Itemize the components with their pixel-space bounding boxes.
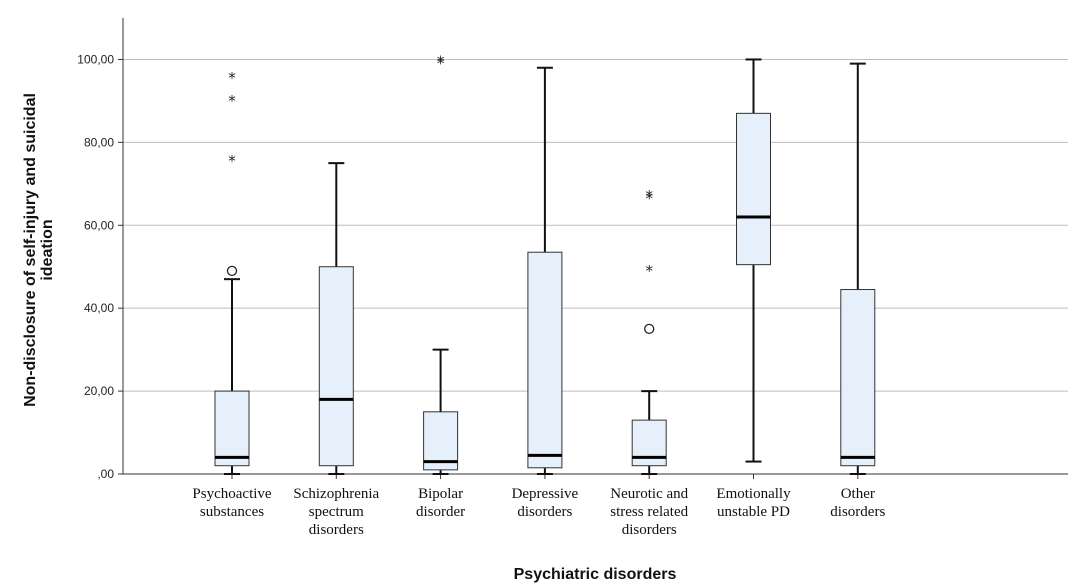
axes [118, 18, 1068, 479]
outlier-point [644, 323, 655, 335]
extreme-point: * [228, 69, 236, 87]
box-1: * * * [214, 69, 250, 475]
category-label: Neurotic and stress related disorders [610, 486, 688, 538]
box-3: ** [423, 52, 459, 475]
category-label-line: substances [200, 504, 264, 520]
category-label-line: stress related [610, 504, 688, 520]
category-label: Bipolar disorder [416, 486, 465, 520]
y-tick-label: 100,00 [77, 52, 114, 66]
category-label-line: disorder [416, 504, 465, 520]
category-label-line: disorders [830, 504, 885, 520]
category-label-line: unstable PD [717, 504, 790, 520]
gridlines [123, 58, 1068, 392]
extreme-point: * [437, 55, 445, 73]
outlier-point [226, 265, 238, 277]
y-tick-label: 40,00 [84, 301, 114, 315]
iqr-box [736, 112, 771, 266]
iqr-box [318, 266, 354, 467]
category-label: Schizophrenia spectrum disorders [293, 486, 379, 538]
category-label-line: Neurotic and [610, 486, 688, 502]
y-tick-label: ,00 [97, 467, 114, 481]
iqr-box [840, 289, 876, 467]
box-6 [736, 58, 771, 463]
y-tick-label: 20,00 [84, 384, 114, 398]
category-label-line: Emotionally [716, 486, 791, 502]
category-label-line: disorders [517, 504, 572, 520]
y-axis-title-line: ideation [39, 219, 56, 280]
box-5: *** [631, 187, 667, 475]
category-label: Emotionally unstable PD [716, 486, 791, 520]
category-label-line: Psychoactive [192, 486, 271, 502]
y-tick-label: 80,00 [84, 135, 114, 149]
extreme-point: * [645, 187, 653, 205]
extreme-point: * [645, 189, 653, 207]
category-label-line: spectrum [309, 504, 364, 520]
category-label-line: disorders [309, 522, 364, 538]
category-label: Depressive disorders [512, 486, 579, 520]
extreme-point: * [437, 52, 445, 70]
box-4 [527, 66, 563, 475]
labels: ,00 20,00 40,00 60,00 80,00 100,00 Psychoactiv… [22, 52, 885, 583]
y-axis-title-line: Non-disclosure of self-injury and suicid… [22, 93, 39, 407]
extreme-point: * [228, 152, 236, 170]
x-axis-title: Psychiatric disorders [514, 566, 677, 583]
category-label-line: Depressive [512, 486, 579, 502]
box-2 [318, 162, 354, 475]
category-label: Other disorders [830, 486, 885, 520]
category-label-line: disorders [622, 522, 677, 538]
category-label-line: Other [841, 486, 875, 502]
iqr-box [214, 390, 250, 467]
iqr-box [527, 251, 563, 469]
category-label-line: Schizophrenia [293, 486, 379, 502]
extreme-point: * [645, 262, 653, 280]
category-label-line: Bipolar [418, 486, 463, 502]
category-label: Psychoactive substances [192, 486, 271, 520]
y-tick-label: 60,00 [84, 218, 114, 232]
boxes: ******** [214, 52, 876, 475]
y-axis-title: Non-disclosure of self-injury and suicid… [22, 93, 56, 407]
box-7 [840, 62, 876, 475]
extreme-point: * [228, 92, 236, 110]
